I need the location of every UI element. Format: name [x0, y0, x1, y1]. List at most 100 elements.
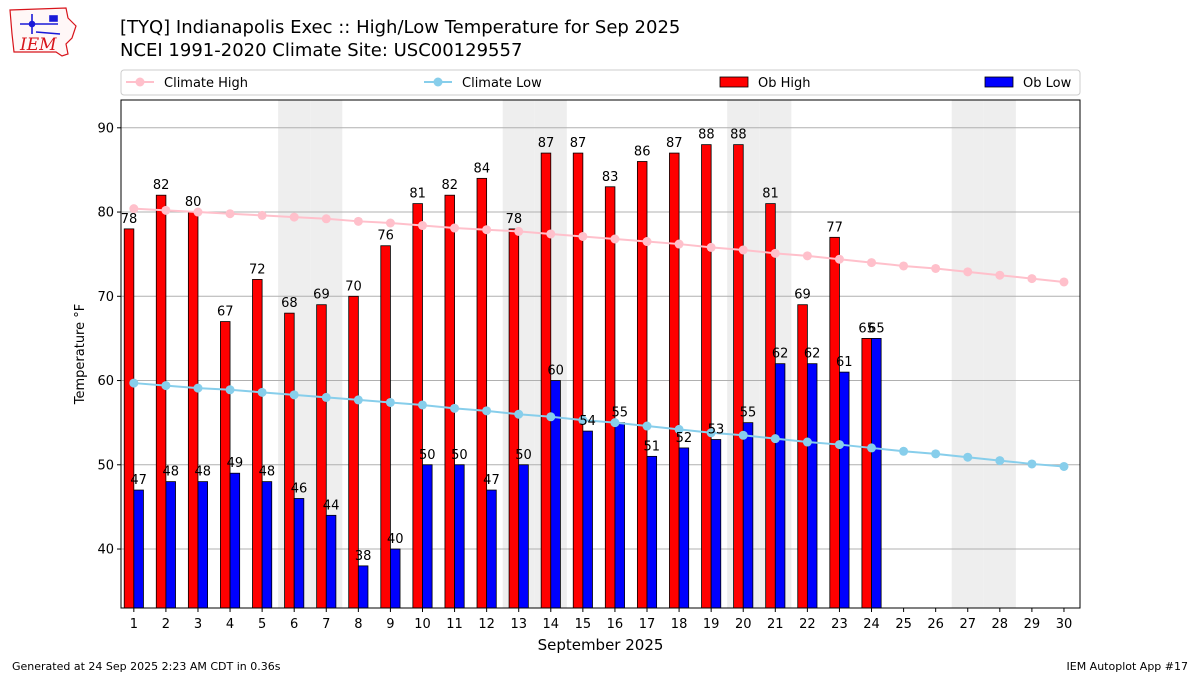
ob-high-value-label: 87 [570, 136, 587, 151]
climate-high-point [1027, 274, 1037, 284]
ob-high-value-label: 67 [217, 305, 234, 320]
x-tick-label: 13 [510, 617, 527, 632]
ob-low-value-label: 50 [515, 448, 532, 463]
climate-low-point [899, 446, 909, 456]
ob-high-value-label: 81 [762, 187, 779, 202]
climate-low-point [802, 437, 812, 447]
x-tick-label: 12 [478, 617, 495, 632]
ob-low-bar [229, 472, 241, 609]
ob-high-bar [284, 312, 295, 609]
ob-low-bar [357, 565, 369, 609]
ob-low-value-label: 65 [868, 321, 885, 336]
y-tick-label: 40 [97, 543, 114, 558]
ob-high-value-label: 87 [666, 136, 683, 151]
ob-low-value-label: 47 [483, 473, 500, 488]
climate-low-point [353, 395, 363, 405]
climate-high-point [193, 207, 203, 217]
x-axis-ticks: 1 2 3 4 5 6 7 8 9 10 11 12 13 14 15 16 17 18 19 20 21 22 23 24 2… [130, 608, 1073, 632]
ob-high-value-label: 72 [249, 262, 266, 277]
climate-low-point [321, 392, 331, 402]
climate-high-point [321, 214, 331, 224]
ob-low-value-label: 62 [772, 347, 789, 362]
ob-low-bar [486, 489, 497, 609]
ob-high-bar [380, 245, 391, 609]
x-tick-label: 3 [194, 617, 202, 632]
climate-low-point [129, 378, 139, 388]
ob-low-bar [646, 455, 658, 609]
legend-swatch-marker [135, 77, 145, 87]
legend-box [120, 69, 1081, 96]
ob-high-bar [187, 211, 199, 609]
y-tick-label: 50 [97, 458, 114, 473]
iem-logo: IEM [9, 7, 77, 57]
climate-low-point [257, 387, 267, 397]
x-tick-label: 4 [226, 617, 234, 632]
x-tick-label: 25 [895, 617, 912, 632]
ob-high-bar [444, 194, 455, 609]
ob-high-bar [540, 152, 552, 609]
iem-logo-text: IEM [19, 35, 57, 55]
x-tick-label: 7 [322, 617, 330, 632]
ob-low-bar [774, 363, 786, 609]
x-tick-label: 26 [927, 617, 944, 632]
climate-high-point [225, 209, 235, 219]
climate-high-point [546, 229, 556, 239]
climate-low-point [867, 443, 877, 453]
climate-high-point [385, 218, 395, 228]
ob-low-value-label: 52 [676, 431, 693, 446]
climate-high-point [706, 242, 716, 252]
climate-high-point [578, 231, 588, 241]
ob-high-value-label: 78 [121, 212, 138, 227]
ob-low-bar [165, 481, 176, 609]
ob-high-value-label: 82 [441, 178, 458, 193]
ob-low-bar [422, 464, 433, 609]
ob-low-bar [678, 447, 690, 609]
climate-low-point [225, 385, 235, 395]
x-tick-label: 14 [543, 617, 560, 632]
ob-low-value-label: 44 [323, 498, 340, 513]
climate-high-point [129, 204, 139, 214]
x-tick-label: 20 [735, 617, 752, 632]
climate-high-point [289, 212, 299, 222]
legend-entry-label: Climate Low [462, 76, 542, 91]
ob-low-value-label: 40 [387, 532, 404, 547]
climate-low-point [738, 430, 748, 440]
weather-station-icon [20, 14, 61, 35]
ob-high-bar [829, 236, 840, 609]
x-tick-label: 30 [1056, 617, 1073, 632]
ob-low-bar [871, 338, 882, 609]
ob-high-value-label: 84 [474, 161, 491, 176]
x-axis-label: September 2025 [538, 636, 664, 654]
ob-low-bar [325, 514, 337, 609]
ob-high-value-label: 80 [185, 195, 202, 210]
ob-high-bar [733, 144, 744, 609]
plot-frame [120, 99, 1081, 609]
ob-low-bar [839, 371, 850, 609]
ob-low-bar [133, 489, 144, 609]
x-tick-label: 23 [831, 617, 848, 632]
x-tick-label: 21 [767, 617, 784, 632]
ob-low-value-label: 49 [227, 456, 244, 471]
ob-low-value-label: 60 [547, 364, 564, 379]
ob-low-bar [390, 548, 401, 609]
chart-subtitle: NCEI 1991-2020 Climate Site: USC00129557 [120, 40, 523, 61]
ob-high-bars [123, 144, 872, 609]
x-tick-label: 9 [386, 617, 394, 632]
ob-low-value-label: 51 [644, 439, 661, 454]
climate-low-point [931, 449, 941, 459]
climate-low-point [706, 428, 716, 438]
climate-high-point [610, 234, 620, 244]
ob-high-bar [604, 186, 616, 609]
chart-title: [TYQ] Indianapolis Exec :: High/Low Temp… [120, 17, 681, 38]
ob-low-bar [197, 481, 208, 609]
ob-low-bar [614, 422, 625, 609]
ob-low-value-label: 38 [355, 549, 372, 564]
x-tick-label: 27 [959, 617, 976, 632]
legend-entry-label: Climate High [164, 76, 248, 91]
climate-low-point [642, 421, 652, 431]
x-tick-label: 6 [290, 617, 298, 632]
climate-high-point [834, 254, 844, 264]
weekend-band [951, 100, 984, 608]
climate-high-point [257, 210, 267, 220]
ob-high-value-label: 69 [794, 288, 811, 303]
